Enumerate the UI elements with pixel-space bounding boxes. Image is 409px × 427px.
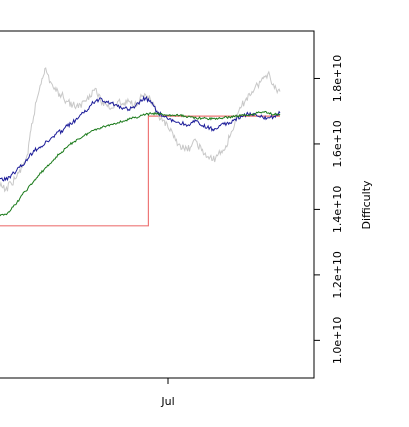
series-line-1 — [0, 67, 281, 193]
series-layer — [0, 67, 281, 227]
series-line-2 — [0, 95, 281, 182]
x-tick-label-0: Jul — [160, 395, 174, 408]
plot-frame — [0, 30, 315, 379]
y-axis: 1.0e+10 1.2e+10 1.4e+10 1.6e+10 1.8e+10 — [314, 55, 344, 364]
series-line-3 — [0, 110, 281, 217]
y-tick-label-2: 1.4e+10 — [331, 186, 344, 233]
x-axis: Jul — [160, 378, 175, 408]
series-line-0 — [0, 115, 280, 227]
y-tick-label-3: 1.6e+10 — [331, 120, 344, 167]
y-tick-label-0: 1.0e+10 — [331, 317, 344, 364]
y-axis-label: Difficulty — [360, 180, 373, 230]
y-tick-label-4: 1.8e+10 — [331, 55, 344, 102]
y-tick-label-1: 1.2e+10 — [331, 251, 344, 298]
